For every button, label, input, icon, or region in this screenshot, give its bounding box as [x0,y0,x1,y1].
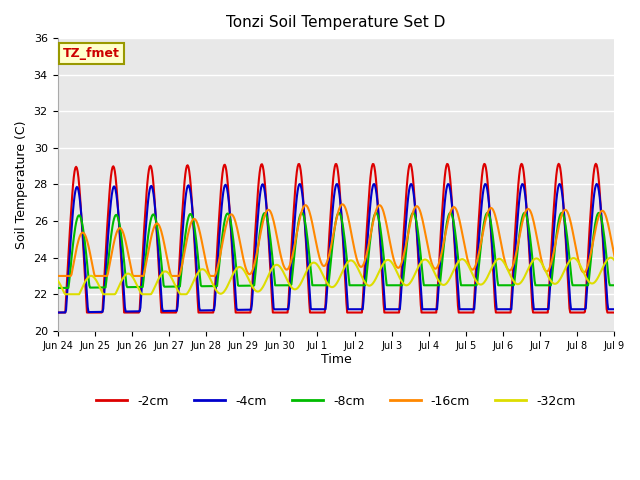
Text: TZ_fmet: TZ_fmet [63,47,120,60]
Title: Tonzi Soil Temperature Set D: Tonzi Soil Temperature Set D [227,15,445,30]
X-axis label: Time: Time [321,353,351,366]
Y-axis label: Soil Temperature (C): Soil Temperature (C) [15,120,28,249]
Legend: -2cm, -4cm, -8cm, -16cm, -32cm: -2cm, -4cm, -8cm, -16cm, -32cm [91,390,580,413]
